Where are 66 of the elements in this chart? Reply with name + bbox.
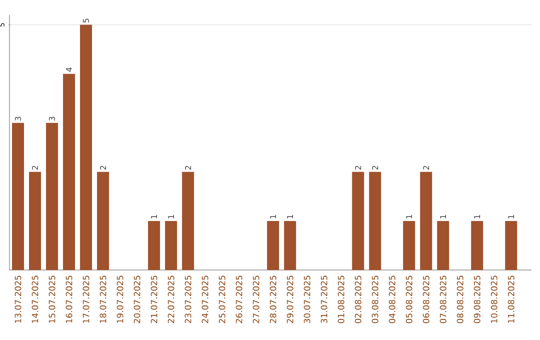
bar (437, 220, 450, 270)
bar (80, 24, 92, 270)
x-tick-label: 04.08.2025 (388, 276, 396, 324)
x-tick-label: 05.08.2025 (406, 276, 412, 324)
data-label: 2 (185, 166, 192, 170)
data-label: 2 (32, 166, 38, 170)
x-tick-label: 29.07.2025 (286, 276, 294, 324)
data-label: 2 (423, 166, 430, 170)
x-tick-label: 01.08.2025 (338, 276, 344, 324)
x-tick-label: 16.07.2025 (66, 276, 72, 323)
data-label: 1 (440, 214, 446, 218)
data-label: 1 (168, 214, 174, 218)
x-tick-label: 10.08.2025 (490, 276, 498, 323)
x-tick-label: 30.07.2025 (304, 276, 310, 324)
x-tick-label: 19.07.2025 (116, 276, 124, 323)
x-tick-label: 26.07.2025 (236, 276, 242, 324)
bar (471, 220, 484, 270)
x-tick-label: 18.07.2025 (100, 276, 106, 323)
bar (46, 122, 58, 270)
bar (505, 220, 518, 270)
x-tick-label: 23.07.2025 (184, 276, 192, 324)
data-label: 3 (14, 116, 22, 121)
x-tick-label: 25.07.2025 (218, 276, 226, 324)
bar (63, 74, 76, 270)
bar (352, 172, 364, 270)
bar (182, 172, 194, 270)
x-tick-label: 20.07.2025 (134, 276, 140, 324)
x-tick-label: 31.07.2025 (320, 276, 328, 324)
bar (97, 172, 110, 270)
x-tick-label: 24.07.2025 (202, 276, 208, 324)
x-tick-label: 08.08.2025 (456, 276, 464, 324)
bar (284, 220, 296, 270)
x-tick-label: 03.08.2025 (372, 276, 378, 324)
data-label: 2 (100, 166, 106, 170)
x-tick-label: 11.08.2025 (508, 276, 514, 323)
data-label: 5 (83, 18, 89, 22)
bar (29, 172, 41, 270)
bar (12, 122, 24, 270)
x-tick-label: 13.07.2025 (14, 276, 22, 323)
x-tick-label: 21.07.2025 (150, 276, 158, 324)
x-tick-label: 27.07.2025 (252, 276, 260, 324)
bar (267, 220, 280, 270)
bar (165, 220, 178, 270)
data-label: 1 (151, 214, 157, 218)
x-tick-label: 17.07.2025 (82, 276, 90, 323)
x-tick-label: 28.07.2025 (270, 276, 276, 324)
bar (420, 172, 432, 270)
bar (369, 172, 382, 270)
x-tick-label: 02.08.2025 (354, 276, 362, 324)
data-label: 2 (355, 166, 362, 170)
data-label: 1 (474, 214, 480, 218)
x-tick-label: 09.08.2025 (474, 276, 480, 324)
bar (148, 220, 160, 270)
data-label: 1 (406, 214, 412, 218)
x-tick-label: 22.07.2025 (168, 276, 174, 324)
bar (403, 220, 416, 270)
data-label: 3 (48, 116, 56, 121)
x-tick-label: 14.07.2025 (32, 276, 38, 323)
data-label: 2 (372, 166, 378, 170)
data-label: 1 (508, 214, 514, 218)
x-tick-label: 15.07.2025 (48, 276, 56, 323)
x-tick-label: 07.08.2025 (440, 276, 446, 324)
data-label: 1 (270, 214, 276, 218)
data-label: 1 (287, 214, 293, 218)
data-label: 4 (66, 68, 72, 72)
x-tick-label: 06.08.2025 (422, 276, 430, 324)
